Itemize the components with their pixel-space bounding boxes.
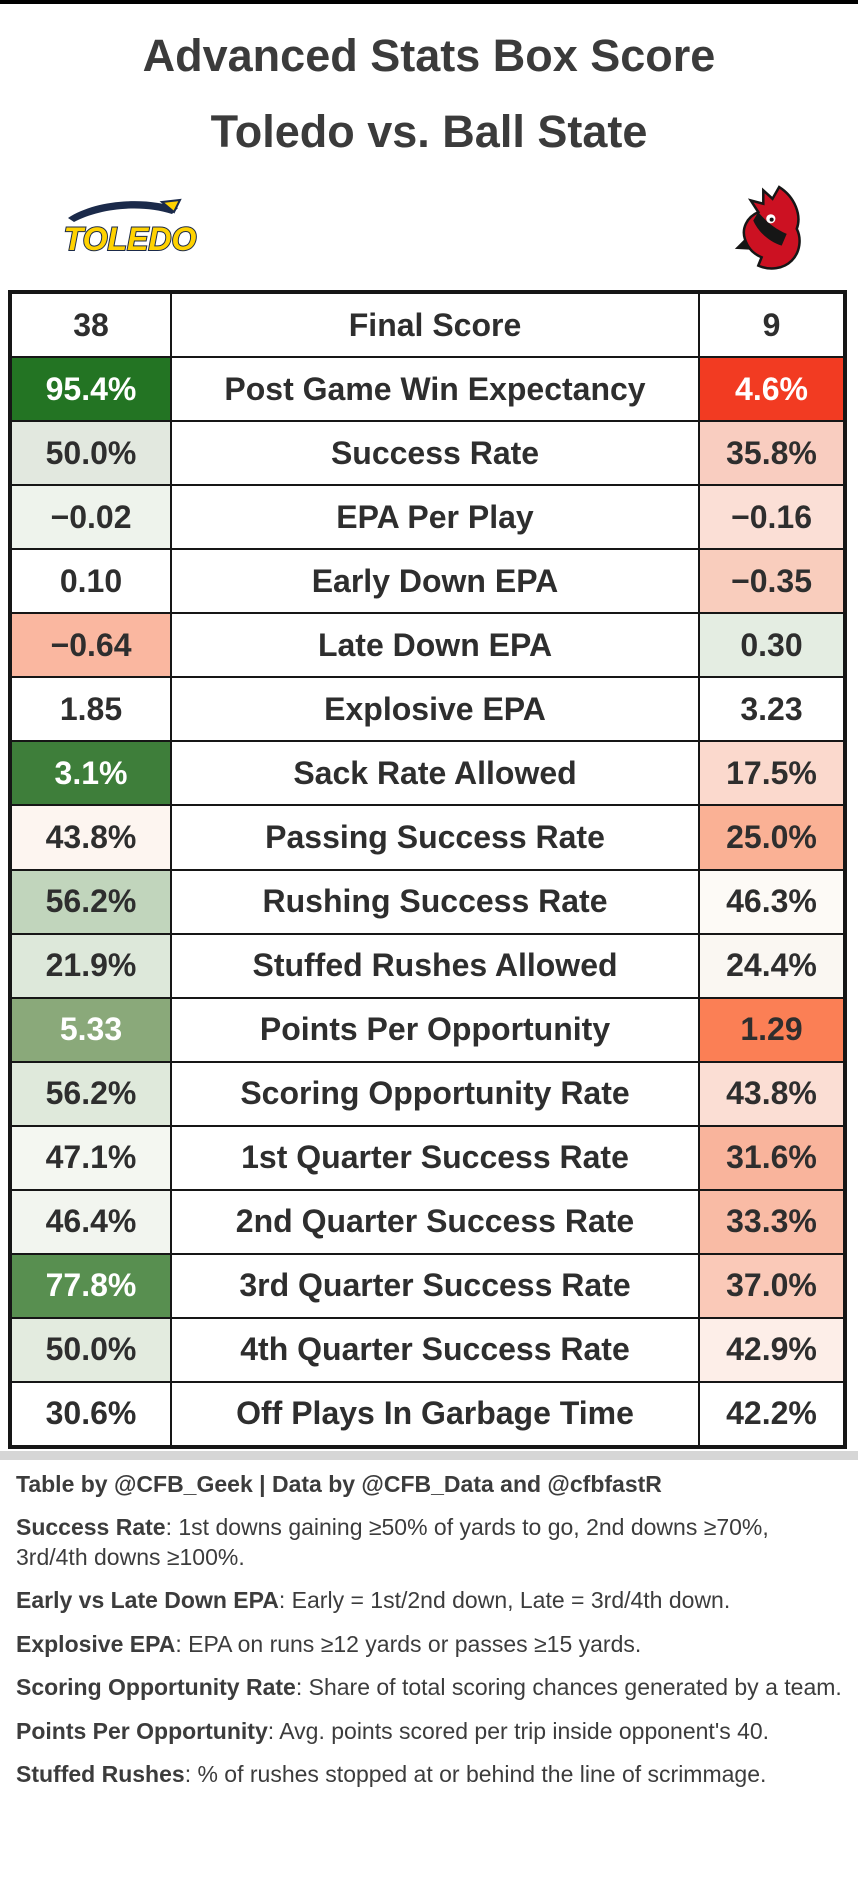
metric-label-cell: Off Plays In Garbage Time [172, 1382, 698, 1445]
metric-label-cell: 2nd Quarter Success Rate [172, 1190, 698, 1253]
metric-label-cell: Stuffed Rushes Allowed [172, 934, 698, 997]
top-border-line [0, 0, 858, 4]
stat-cell-team-right: 42.2% [700, 1382, 843, 1445]
stat-cell-team-right: 42.9% [700, 1318, 843, 1381]
stat-cell-team-right: 24.4% [700, 934, 843, 997]
stat-cell-team-right: 31.6% [700, 1126, 843, 1189]
metric-label-cell: Early Down EPA [172, 550, 698, 613]
metric-label-cell: 1st Quarter Success Rate [172, 1126, 698, 1189]
stat-cell-team-left: 1.85 [12, 678, 170, 741]
note-stuffed-rushes: Stuffed Rushes: % of rushes stopped at o… [16, 1761, 767, 1788]
note-points-per-opportunity: Points Per Opportunity: Avg. points scor… [16, 1717, 770, 1744]
stat-cell-team-right: 1.29 [700, 998, 843, 1061]
stat-cell-team-left: 77.8% [12, 1254, 170, 1317]
stat-cell-team-right: 25.0% [700, 806, 843, 869]
credit-line: Table by @CFB_Geek | Data by @CFB_Data a… [16, 1471, 662, 1497]
stat-cell-team-right: 46.3% [700, 870, 843, 933]
stat-cell-team-right: 17.5% [700, 742, 843, 805]
stat-cell-team-left: 38 [12, 294, 170, 357]
stat-cell-team-left: 56.2% [12, 1062, 170, 1125]
stat-cell-team-right: 33.3% [700, 1190, 843, 1253]
metric-label-cell: Rushing Success Rate [172, 870, 698, 933]
stat-cell-team-right: 9 [700, 294, 843, 357]
page-subtitle: Toledo vs. Ball State [210, 106, 648, 157]
stat-cell-team-left: −0.64 [12, 614, 170, 677]
metric-label-cell: EPA Per Play [172, 486, 698, 549]
stat-cell-team-right: 4.6% [700, 358, 843, 421]
note-scoring-opportunity: Scoring Opportunity Rate: Share of total… [16, 1674, 842, 1701]
stat-cell-team-left: 95.4% [12, 358, 170, 421]
metric-label-cell: Scoring Opportunity Rate [172, 1062, 698, 1125]
stat-cell-team-left: 50.0% [12, 1318, 170, 1381]
metric-label-cell: Late Down EPA [172, 614, 698, 677]
metric-label-cell: Final Score [172, 294, 698, 357]
box-score-table: 38 Final Score 9 95.4% Post Game Win Exp… [8, 290, 847, 1449]
svg-text:TOLEDO: TOLEDO [64, 221, 197, 257]
stat-cell-team-left: 5.33 [12, 998, 170, 1061]
team-logos-row: TOLEDO [0, 182, 858, 278]
note-success-rate: Success Rate: 1st downs gaining ≥50% of … [16, 1514, 769, 1570]
stat-cell-team-left: 30.6% [12, 1382, 170, 1445]
metric-label-cell: Passing Success Rate [172, 806, 698, 869]
metric-label-cell: Post Game Win Expectancy [172, 358, 698, 421]
page-title: Advanced Stats Box Score [142, 30, 716, 81]
stat-cell-team-left: 3.1% [12, 742, 170, 805]
stat-cell-team-left: 21.9% [12, 934, 170, 997]
metric-label-cell: Explosive EPA [172, 678, 698, 741]
metric-label-cell: Points Per Opportunity [172, 998, 698, 1061]
stat-cell-team-left: 43.8% [12, 806, 170, 869]
stat-cell-team-left: −0.02 [12, 486, 170, 549]
note-explosive-epa: Explosive EPA: EPA on runs ≥12 yards or … [16, 1630, 642, 1657]
toledo-logo-icon: TOLEDO [63, 198, 197, 258]
stat-cell-team-left: 47.1% [12, 1126, 170, 1189]
stat-cell-team-right: 0.30 [700, 614, 843, 677]
note-early-late-epa: Early vs Late Down EPA: Early = 1st/2nd … [16, 1587, 731, 1614]
stat-cell-team-left: 0.10 [12, 550, 170, 613]
stat-cell-team-right: −0.16 [700, 486, 843, 549]
stat-cell-team-left: 50.0% [12, 422, 170, 485]
footer-notes: Table by @CFB_Geek | Data by @CFB_Data a… [16, 1462, 842, 1790]
stat-cell-team-right: 37.0% [700, 1254, 843, 1317]
stat-cell-team-left: 46.4% [12, 1190, 170, 1253]
metric-label-cell: Success Rate [172, 422, 698, 485]
metric-label-cell: Sack Rate Allowed [172, 742, 698, 805]
stat-cell-team-right: 43.8% [700, 1062, 843, 1125]
stat-cell-team-right: 35.8% [700, 422, 843, 485]
stat-cell-team-left: 56.2% [12, 870, 170, 933]
table-footer-divider [0, 1451, 858, 1460]
stat-cell-team-right: −0.35 [700, 550, 843, 613]
metric-label-cell: 3rd Quarter Success Rate [172, 1254, 698, 1317]
stat-cell-team-right: 3.23 [700, 678, 843, 741]
ball-state-logo-icon [734, 185, 801, 270]
metric-label-cell: 4th Quarter Success Rate [172, 1318, 698, 1381]
